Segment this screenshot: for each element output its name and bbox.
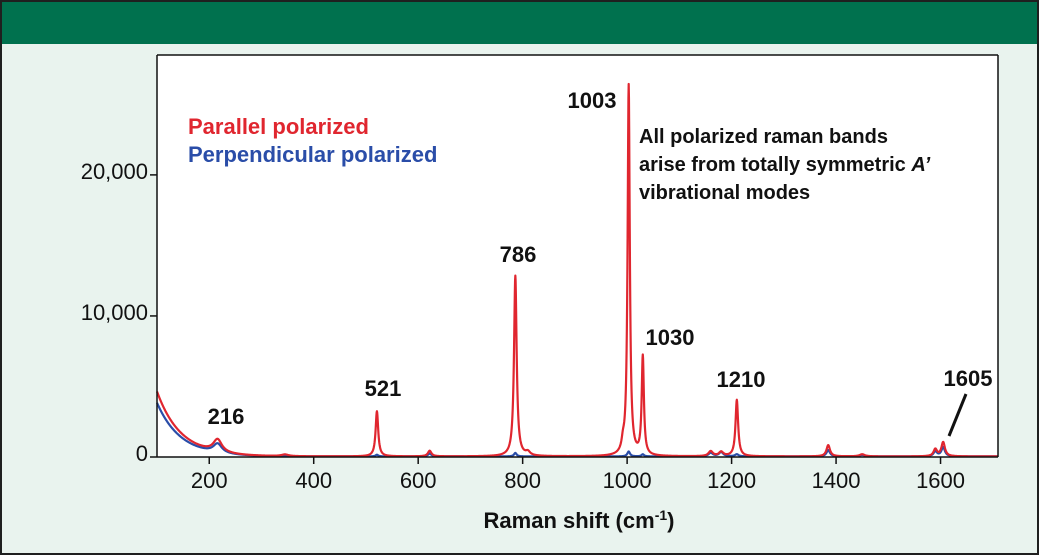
annotation-line-2-text: arise from totally symmetric	[639, 154, 911, 176]
x-tick-label: 1000	[603, 468, 652, 493]
peak-label-216: 216	[208, 404, 245, 429]
header-bar	[2, 2, 1037, 44]
y-ticks: 0 10,000 20,000	[81, 159, 157, 466]
y-tick-label: 0	[136, 441, 148, 466]
series-line-parallel	[155, 82, 999, 458]
peak-label-1210: 1210	[717, 367, 766, 392]
y-tick-label: 10,000	[81, 300, 148, 325]
x-tick-label: 1200	[707, 468, 756, 493]
legend-parallel: Parallel polarized	[188, 114, 369, 139]
x-tick-label: 800	[504, 468, 541, 493]
x-axis-label-close: )	[667, 508, 674, 533]
x-axis-label: Raman shift (cm-1)	[484, 507, 675, 533]
peak-label-1030: 1030	[646, 325, 695, 350]
x-tick-label: 600	[400, 468, 437, 493]
peak-label-1003: 1003	[568, 88, 617, 113]
x-tick-label: 1400	[812, 468, 861, 493]
plot-area	[157, 55, 998, 457]
x-tick-label: 1600	[916, 468, 965, 493]
annotation-line-3: vibrational modes	[639, 182, 810, 204]
x-axis-label-superscript: -1	[655, 507, 668, 523]
peak-label-521: 521	[365, 376, 402, 401]
x-axis-label-text: Raman shift (cm	[484, 508, 655, 533]
x-ticks: 200 400 600 800 1000 1200 1400 1600	[191, 457, 965, 493]
peak-labels: 216 521 786 1003 1030 1210 1605	[208, 88, 993, 437]
annotation-line-1: All polarized raman bands	[639, 126, 888, 148]
peak-pointer-1605	[947, 393, 968, 437]
annotation-symmetry-symbol: A’	[910, 154, 930, 176]
y-tick-label: 20,000	[81, 159, 148, 184]
x-tick-label: 200	[191, 468, 228, 493]
peak-label-1605: 1605	[944, 366, 993, 391]
legend-perpendicular: Perpendicular polarized	[188, 142, 437, 167]
peak-label-786: 786	[500, 242, 537, 267]
x-tick-label: 400	[295, 468, 332, 493]
annotation-line-2: arise from totally symmetric A’	[639, 154, 931, 176]
